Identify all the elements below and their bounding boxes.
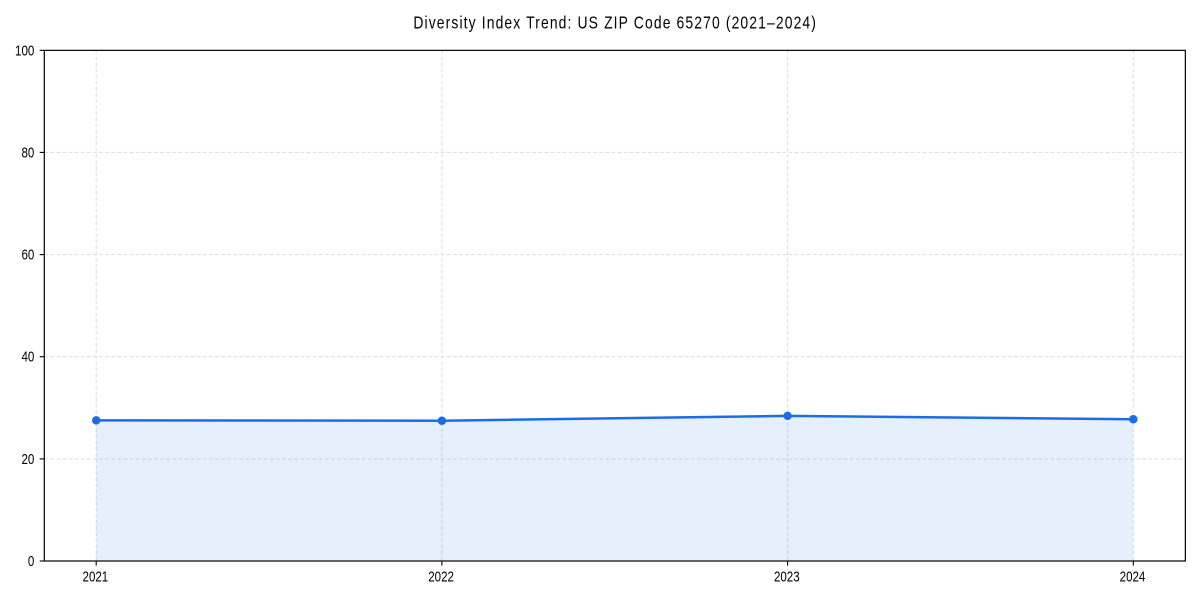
svg-text:2022: 2022 (428, 568, 454, 585)
svg-text:100: 100 (15, 42, 34, 59)
svg-text:2024: 2024 (1120, 568, 1146, 585)
svg-text:20: 20 (21, 450, 34, 467)
svg-text:2023: 2023 (774, 568, 800, 585)
svg-text:Diversity Index Trend: US ZIP: Diversity Index Trend: US ZIP Code 65270… (413, 14, 817, 33)
svg-text:60: 60 (21, 246, 34, 263)
svg-text:0: 0 (28, 552, 34, 569)
svg-text:2021: 2021 (83, 568, 109, 585)
svg-text:40: 40 (21, 348, 34, 365)
svg-text:80: 80 (21, 144, 34, 161)
